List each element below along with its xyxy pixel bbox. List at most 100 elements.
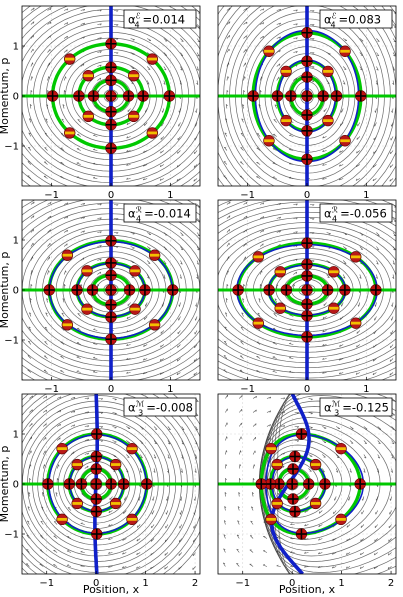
quiver-arrow: [223, 161, 228, 165]
quiver-arrow: [195, 468, 197, 473]
quiver-arrow-head: [168, 428, 171, 431]
marker-cross: [105, 61, 117, 73]
plot-area: [218, 6, 396, 186]
quiver-arrow: [180, 232, 184, 236]
marker-cross: [301, 27, 313, 39]
quiver-arrow: [238, 464, 241, 469]
x-tick-label: 0: [108, 190, 114, 201]
quiver-arrow: [63, 229, 68, 233]
quiver-arrow-head: [197, 55, 200, 57]
quiver-arrow: [177, 150, 181, 154]
quiver-arrow-head: [179, 512, 181, 515]
quiver-arrow: [293, 271, 297, 275]
quiver-arrow: [47, 21, 52, 25]
quiver-arrow: [241, 312, 244, 317]
quiver-arrow: [356, 150, 360, 154]
x-tick-label: 0: [289, 578, 295, 589]
quiver-arrow: [243, 62, 246, 67]
quiver-arrow: [243, 202, 248, 205]
quiver-arrow-head: [140, 456, 143, 459]
quiver-arrow-head: [328, 233, 331, 235]
quiver-arrow-head: [295, 9, 298, 12]
quiver-arrow-head: [310, 413, 313, 415]
quiver-arrow: [243, 21, 248, 25]
quiver-arrow: [249, 563, 254, 567]
x-tick-label: 0: [304, 384, 310, 395]
quiver-arrow: [93, 357, 98, 359]
marker: [81, 265, 93, 277]
quiver-arrow: [276, 22, 281, 25]
quiver-arrow-head: [304, 551, 306, 554]
quiver-arrow-head: [50, 8, 52, 11]
quiver-arrow-head: [80, 522, 83, 524]
quiver-arrow-head: [226, 436, 228, 439]
quiver-arrow: [160, 164, 164, 168]
quiver-arrow: [237, 506, 240, 511]
quiver-arrow-head: [180, 248, 184, 251]
quiver-arrow-head: [339, 372, 341, 375]
marker: [280, 65, 292, 78]
quiver-arrow: [39, 563, 44, 567]
quiver-arrow: [225, 422, 228, 427]
quiver-arrow: [389, 510, 392, 515]
quiver-arrow-head: [99, 258, 102, 261]
quiver-arrow: [304, 524, 309, 527]
quiver-arrow: [293, 23, 298, 25]
quiver-arrow-head: [176, 373, 178, 376]
quiver-arrow-head: [40, 520, 43, 523]
quiver-arrow: [274, 104, 278, 109]
quiver-arrow: [46, 298, 48, 303]
quiver-arrow: [276, 63, 281, 67]
quiver-arrow: [376, 80, 378, 85]
quiver-arrow-head: [83, 203, 85, 205]
quiver-arrow-head: [44, 464, 46, 467]
quiver-arrow: [127, 108, 131, 113]
quiver-arrow: [77, 328, 81, 331]
quiver-arrow: [80, 551, 85, 553]
quiver-arrow-head: [322, 316, 325, 319]
marker-cross: [90, 463, 102, 475]
quiver-arrow: [355, 178, 360, 181]
quiver-arrow-head: [50, 202, 52, 205]
quiver-arrow-head: [108, 538, 110, 540]
quiver-arrow: [373, 358, 377, 362]
quiver-arrow: [55, 492, 58, 497]
quiver-arrow-head: [80, 550, 83, 553]
quiver-arrow: [97, 217, 102, 219]
marker-cross: [105, 74, 117, 87]
quiver-arrow: [308, 398, 313, 400]
quiver-arrow: [143, 358, 148, 361]
quiver-arrow: [238, 492, 240, 497]
quiver-arrow: [251, 492, 254, 497]
quiver-arrow: [389, 358, 394, 362]
marker-cross: [105, 105, 117, 118]
quiver-arrow: [377, 468, 380, 473]
marker-cross: [255, 478, 267, 490]
quiver-arrow: [44, 161, 48, 165]
quiver-arrow: [56, 464, 59, 469]
quiver-arrow: [130, 38, 135, 40]
y-tick-label: 0: [13, 92, 19, 103]
quiver-arrow: [80, 565, 85, 567]
quiver-arrow: [356, 164, 360, 168]
quiver-arrow: [376, 232, 380, 236]
quiver-arrow-head: [289, 134, 292, 136]
marker-cross: [105, 142, 117, 154]
coefficient-label-box: [123, 397, 197, 417]
quiver-arrow-head: [223, 548, 226, 550]
quiver-arrow: [176, 178, 181, 182]
quiver-arrow: [346, 524, 351, 528]
quiver-arrow: [47, 8, 52, 11]
quiver-arrow: [361, 510, 365, 515]
quiver-arrow: [392, 274, 395, 279]
quiver-arrow: [77, 134, 81, 137]
quiver-arrow-head: [164, 68, 167, 71]
quiver-arrow-head: [55, 492, 58, 494]
quiver-arrow-head: [289, 342, 292, 344]
quiver-arrow-head: [93, 176, 96, 179]
quiver-arrow: [356, 344, 360, 348]
quiver-arrow-head: [225, 298, 228, 300]
quiver-arrow: [97, 37, 102, 39]
quiver-arrow: [178, 122, 181, 127]
quiver-arrow: [144, 316, 148, 320]
